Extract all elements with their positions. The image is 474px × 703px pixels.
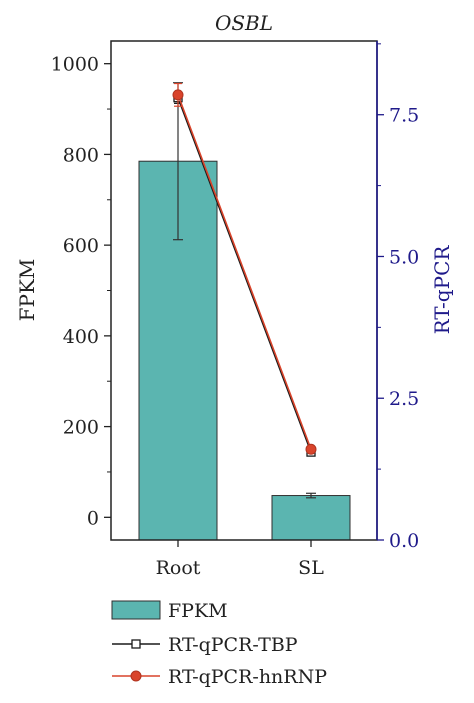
y2-tick-label-0: 0.0: [389, 530, 419, 552]
legend-swatch-fpkm: [111, 600, 161, 620]
legend-label-rt-qpcr-tbp: RT-qPCR-TBP: [168, 634, 298, 656]
y-tick-label-600: 600: [63, 235, 99, 257]
legend-label-rt-qpcr-hnrnp: RT-qPCR-hnRNP: [168, 666, 327, 688]
x-axis: Root SL: [156, 540, 324, 579]
x-tick-label-sl: SL: [298, 557, 324, 579]
y-tick-label-800: 800: [63, 144, 99, 166]
y-tick-label-0: 0: [87, 507, 99, 529]
x-tick-label-root: Root: [156, 557, 201, 579]
y2-tick-label-1: 2.5: [389, 388, 419, 410]
marker-rt-qpcr-hnrnp-0: [172, 89, 184, 101]
y-tick-label-400: 400: [63, 326, 99, 348]
y2-axis-label: RT-qPCR: [430, 245, 454, 335]
y-tick-label-200: 200: [63, 417, 99, 439]
y-axis-label: FPKM: [15, 259, 39, 322]
marker-rt-qpcr-hnrnp-1: [305, 443, 317, 455]
legend: FPKM RT-qPCR-TBP RT-qPCR-hnRNP: [111, 600, 327, 688]
left-axis: 0 200 400 600 800 1000: [51, 54, 111, 529]
bars-layer: [138, 82, 351, 541]
y-tick-label-1000: 1000: [51, 54, 99, 76]
legend-label-fpkm: FPKM: [168, 600, 228, 622]
y2-tick-label-2: 5.0: [389, 246, 419, 268]
bar-sl: [271, 495, 351, 541]
line-rt-qpcr-tbp: [177, 97, 312, 453]
legend-marker-rt-qpcr-hnrnp: [130, 670, 142, 682]
lines-layer: [172, 82, 317, 457]
right-axis: 0.0 2.5 5.0 7.5: [376, 41, 419, 552]
line-rt-qpcr-hnrnp: [177, 94, 312, 450]
legend-marker-rt-qpcr-tbp: [131, 639, 141, 649]
y2-tick-label-3: 7.5: [389, 105, 419, 127]
chart-title: OSBL: [215, 11, 273, 35]
